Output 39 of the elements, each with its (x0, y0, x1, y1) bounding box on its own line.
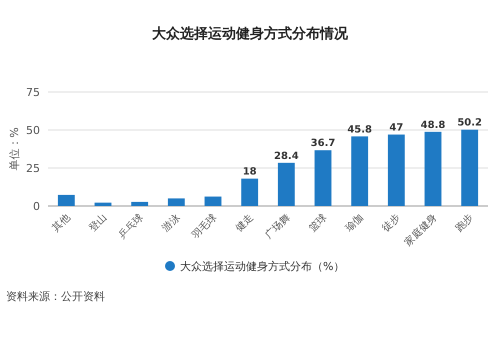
y-tick-label: 0 (33, 200, 40, 213)
x-tick-label: 羽毛球 (189, 212, 220, 242)
bar (388, 134, 405, 206)
bar (241, 178, 258, 206)
x-tick-label: 瑜伽 (343, 212, 366, 234)
y-tick-label: 50 (26, 124, 40, 137)
bar (58, 194, 75, 206)
bar (314, 150, 332, 206)
y-axis-title: 单位：% (8, 127, 21, 171)
y-tick-label: 25 (26, 162, 40, 175)
x-tick-label: 登山 (86, 212, 110, 234)
bar (131, 202, 148, 206)
x-tick-label: 家庭健身 (402, 212, 440, 248)
data-label: 50.2 (457, 118, 482, 129)
data-label: 47 (389, 122, 404, 134)
bar (94, 202, 112, 206)
bar (351, 136, 368, 206)
bar (278, 162, 295, 206)
data-label: 28.4 (274, 150, 299, 162)
chart-title: 大众选择运动健身方式分布情况 (152, 25, 349, 42)
legend-label: 大众选择运动健身方式分布（%） (180, 260, 344, 273)
x-tick-label: 广场舞 (262, 212, 292, 242)
x-tick-label: 乒乓球 (116, 212, 146, 242)
x-tick-label: 游泳 (160, 212, 182, 234)
bar (461, 130, 478, 206)
bar (168, 198, 185, 206)
y-tick-label: 75 (26, 86, 40, 99)
x-tick-label: 跑步 (453, 212, 476, 234)
bar (424, 132, 442, 206)
data-label: 36.7 (310, 138, 336, 150)
text: 资料来源：公开资料 (6, 290, 105, 303)
x-tick-label: 篮球 (306, 212, 330, 234)
data-label: 48.8 (420, 120, 446, 131)
x-tick-label: 健走 (233, 212, 256, 234)
bar (204, 196, 222, 206)
x-tick-label: 徒步 (380, 212, 402, 234)
data-label: 18 (242, 166, 257, 178)
x-tick-label: 其他 (50, 212, 72, 234)
data-label: 45.8 (347, 124, 372, 136)
